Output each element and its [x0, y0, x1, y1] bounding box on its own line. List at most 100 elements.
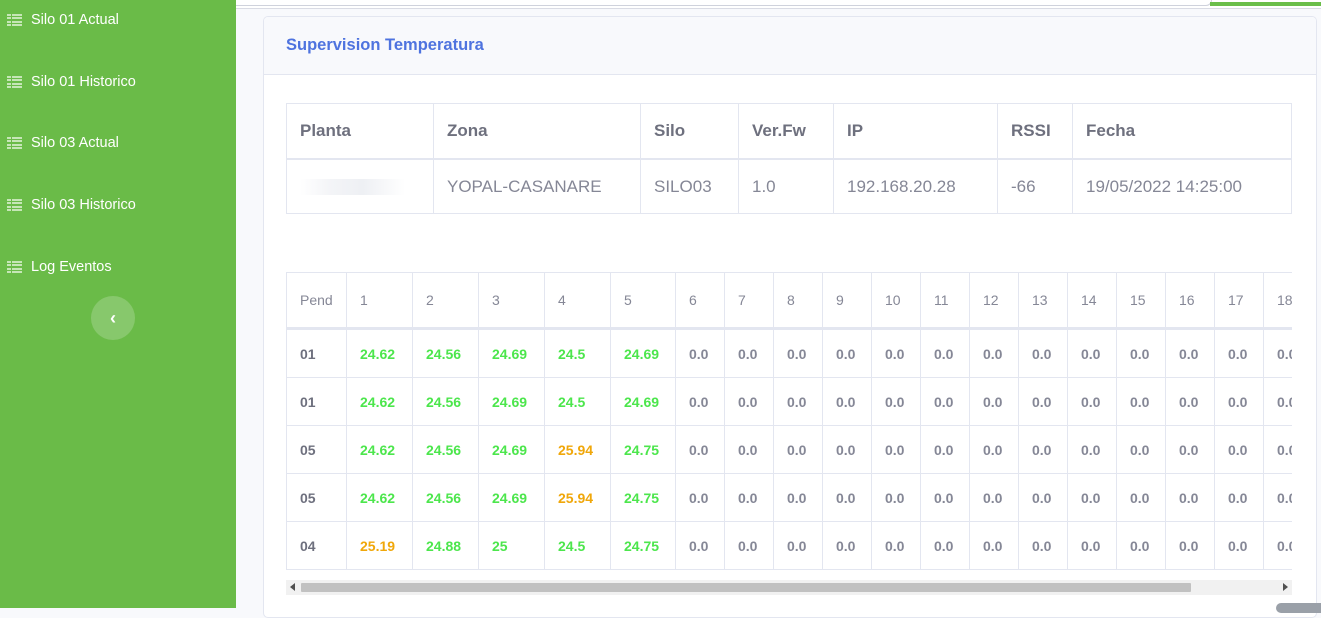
sidebar-item-label: Silo 01 Historico — [31, 74, 136, 90]
temperature-cell: 0.0 — [871, 328, 921, 378]
chevron-left-icon: ‹ — [110, 307, 116, 328]
temperature-cell: 24.5 — [544, 521, 611, 570]
temperature-cell: 24.69 — [478, 328, 545, 378]
temperature-cell: 0.0 — [724, 377, 774, 426]
temperature-cell: 0.0 — [920, 473, 970, 522]
temperature-cell: 0.0 — [675, 328, 725, 378]
table-row: 01 24.62 24.56 24.69 24.5 24.69 0.0 0.0 0.0 0.0 0.… — [286, 328, 1292, 378]
temperature-cell: 0.0 — [920, 328, 970, 378]
zona-cell: YOPAL-CASANARE — [433, 158, 641, 214]
pend-cell: 05 — [286, 473, 347, 522]
sensor-header: 6 — [675, 272, 725, 330]
sensor-header: 13 — [1018, 272, 1068, 330]
sensor-header: 12 — [969, 272, 1019, 330]
sensor-header: 16 — [1165, 272, 1215, 330]
temperature-cell: 0.0 — [1018, 377, 1068, 426]
sensor-header: 15 — [1116, 272, 1166, 330]
temperature-cell: 0.0 — [1214, 377, 1264, 426]
info-header: Planta — [286, 103, 434, 160]
temperature-cell: 0.0 — [1263, 521, 1292, 570]
ip-cell: 192.168.20.28 — [833, 158, 998, 214]
temperature-cell: 0.0 — [1067, 521, 1117, 570]
temperature-cell: 24.75 — [610, 473, 676, 522]
temperature-cell: 0.0 — [822, 521, 872, 570]
sensor-header: 7 — [724, 272, 774, 330]
sensor-header: 10 — [871, 272, 921, 330]
sidebar-item-label: Silo 03 Historico — [31, 197, 136, 213]
scrollbar-thumb[interactable] — [301, 583, 1191, 592]
temperature-cell: 24.62 — [346, 473, 413, 522]
temperature-cell: 24.75 — [610, 521, 676, 570]
sidebar-item-silo-01-historico[interactable]: Silo 01 Historico — [7, 70, 136, 94]
sensor-header: 14 — [1067, 272, 1117, 330]
temperature-cell: 25 — [478, 521, 545, 570]
temperature-cell: 24.56 — [412, 425, 479, 474]
temperature-cell: 0.0 — [1214, 328, 1264, 378]
card-title: Supervision Temperatura — [286, 36, 484, 54]
temperature-cell: 0.0 — [1067, 377, 1117, 426]
sensor-header: 17 — [1214, 272, 1264, 330]
temperature-cell: 0.0 — [773, 521, 823, 570]
temperature-cell: 24.62 — [346, 377, 413, 426]
info-header-row: Planta Zona Silo Ver.Fw IP RSSI Fecha — [286, 103, 1292, 160]
temperature-cell: 0.0 — [773, 425, 823, 474]
address-bar[interactable] — [120, 0, 1212, 6]
pend-cell: 01 — [286, 328, 347, 378]
temperature-cell: 0.0 — [1165, 473, 1215, 522]
temperature-cell: 0.0 — [871, 425, 921, 474]
firmware-cell: 1.0 — [738, 158, 834, 214]
sensor-header: 11 — [920, 272, 970, 330]
table-icon — [7, 76, 22, 88]
temperature-cell: 0.0 — [1116, 521, 1166, 570]
sidebar-item-label: Silo 03 Actual — [31, 135, 119, 151]
temperature-cell: 0.0 — [1067, 473, 1117, 522]
temperature-cell: 0.0 — [1116, 377, 1166, 426]
temperature-cell: 0.0 — [773, 377, 823, 426]
sidebar-item-silo-03-actual[interactable]: Silo 03 Actual — [7, 131, 119, 155]
temperature-cell: 0.0 — [920, 425, 970, 474]
sensor-header: 3 — [478, 272, 545, 330]
temperature-cell: 0.0 — [969, 377, 1019, 426]
sidebar-item-silo-01-actual[interactable]: Silo 01 Actual — [7, 8, 119, 32]
temperature-cell: 24.88 — [412, 521, 479, 570]
scroll-right-arrow-icon[interactable] — [1283, 583, 1288, 591]
temperature-cell: 0.0 — [724, 473, 774, 522]
temperature-cell: 0.0 — [1018, 473, 1068, 522]
temperature-cell: 0.0 — [675, 377, 725, 426]
temperature-cell: 0.0 — [675, 425, 725, 474]
sensor-header: 1 — [346, 272, 413, 330]
fecha-cell: 19/05/2022 14:25:00 — [1072, 158, 1292, 214]
sidebar-toggle-button[interactable]: ‹ — [91, 296, 135, 340]
sensor-header: 18 — [1263, 272, 1292, 330]
temperature-cell: 25.19 — [346, 521, 413, 570]
temperature-cell: 0.0 — [1116, 328, 1166, 378]
temperature-cell: 24.69 — [610, 328, 676, 378]
temperature-table: Pend 1 2 3 4 5 6 7 8 9 10 11 12 13 14 15 16 17 18 01 24.62 2… — [286, 272, 1292, 570]
temperature-table-scroll[interactable]: Pend 1 2 3 4 5 6 7 8 9 10 11 12 13 14 15 16 17 18 01 24.62 2… — [286, 272, 1292, 572]
temperature-cell: 24.56 — [412, 473, 479, 522]
temperature-cell: 0.0 — [675, 473, 725, 522]
temperature-cell: 0.0 — [1067, 328, 1117, 378]
temperature-cell: 0.0 — [1214, 521, 1264, 570]
temperature-cell: 0.0 — [871, 521, 921, 570]
sensor-header: 9 — [822, 272, 872, 330]
table-icon — [7, 137, 22, 149]
temperature-cell: 0.0 — [1018, 328, 1068, 378]
temperature-cell: 0.0 — [773, 328, 823, 378]
info-table: Planta Zona Silo Ver.Fw IP RSSI Fecha YO… — [286, 103, 1292, 214]
pend-cell: 05 — [286, 425, 347, 474]
table-icon — [7, 199, 22, 211]
temperature-cell: 25.94 — [544, 425, 611, 474]
scroll-left-arrow-icon[interactable] — [290, 583, 295, 591]
scroll-to-top-button[interactable] — [1276, 603, 1321, 613]
sidebar-item-log-eventos[interactable]: Log Eventos — [7, 255, 112, 279]
temperature-header-row: Pend 1 2 3 4 5 6 7 8 9 10 11 12 13 14 15 16 17 18 — [286, 272, 1292, 330]
sidebar-item-silo-03-historico[interactable]: Silo 03 Historico — [7, 193, 136, 217]
pend-cell: 04 — [286, 521, 347, 570]
table-row: 01 24.62 24.56 24.69 24.5 24.69 0.0 0.0 0.0 0.0 0.… — [286, 377, 1292, 426]
temperature-cell: 0.0 — [871, 473, 921, 522]
horizontal-scrollbar[interactable] — [286, 580, 1292, 595]
temperature-cell: 0.0 — [969, 521, 1019, 570]
temperature-cell: 0.0 — [675, 521, 725, 570]
silo-cell: SILO03 — [640, 158, 739, 214]
